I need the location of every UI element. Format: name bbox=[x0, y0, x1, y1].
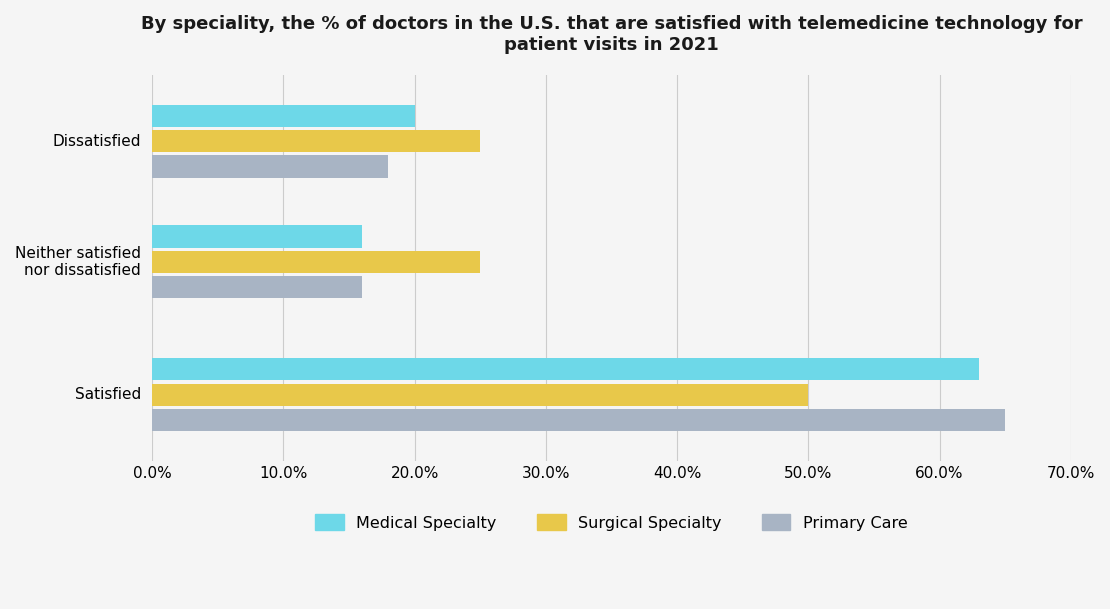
Bar bbox=[152, 130, 481, 152]
Bar bbox=[152, 155, 388, 178]
Bar bbox=[152, 251, 481, 273]
Bar bbox=[152, 384, 808, 406]
Bar bbox=[152, 358, 979, 381]
Bar bbox=[152, 276, 362, 298]
Bar bbox=[152, 409, 1006, 431]
Bar bbox=[152, 225, 362, 248]
Bar bbox=[152, 105, 415, 127]
Legend: Medical Specialty, Surgical Specialty, Primary Care: Medical Specialty, Surgical Specialty, P… bbox=[309, 508, 915, 537]
Title: By speciality, the % of doctors in the U.S. that are satisfied with telemedicine: By speciality, the % of doctors in the U… bbox=[141, 15, 1082, 54]
